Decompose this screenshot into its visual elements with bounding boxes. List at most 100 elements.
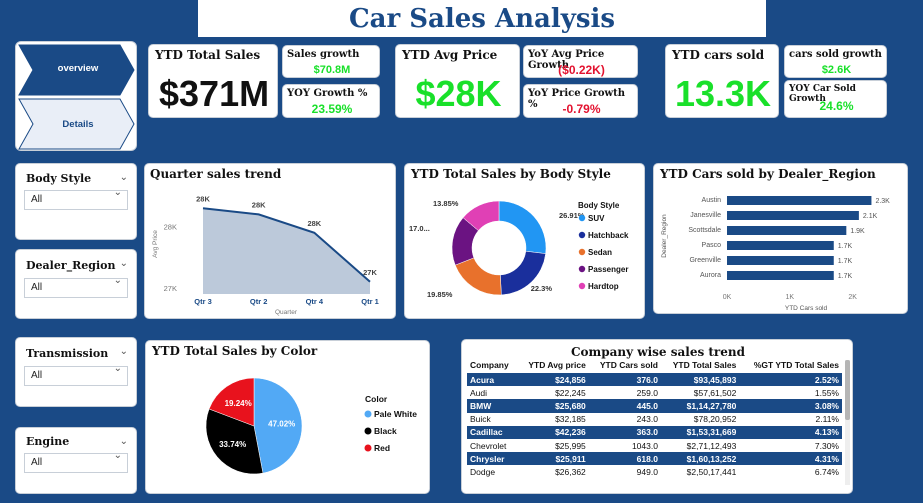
company-table: Company YTD Avg price YTD Cars sold YTD Tot…	[467, 356, 842, 479]
body-style-slicer: Body Style ⌄ All ⌄	[15, 163, 137, 240]
yoy-growth-value: 23.59%	[311, 102, 353, 116]
bodystyle-legend-item[interactable]: Sedan	[588, 248, 612, 257]
yoy-avg-price-value: ($0.22K)	[558, 63, 605, 77]
table-cell: Buick	[467, 412, 518, 426]
dealer-category-label: Scottsdale	[688, 227, 721, 234]
dealer-data-label: 1.7K	[838, 258, 853, 265]
color-chart-card: YTD Total Sales by Color 47.02% 33.74% 19.…	[145, 340, 430, 494]
cars-sold-growth-card: cars sold growth $2.6K	[784, 45, 887, 78]
bodystyle-legend-item[interactable]: SUV	[588, 214, 605, 223]
table-column-header[interactable]: %GT YTD Total Sales	[753, 360, 839, 370]
bodystyle-legend-item[interactable]: Hardtop	[588, 282, 619, 291]
quarter-data-label: 28K	[196, 194, 210, 203]
chevron-down-icon[interactable]: ⌄	[119, 172, 128, 183]
dealer-data-label: 2.3K	[875, 198, 890, 205]
table-column-header[interactable]: YTD Avg price	[528, 360, 586, 370]
ytd-avg-price-card: YTD Avg Price $28K	[395, 44, 520, 118]
table-cell: 1.55%	[739, 386, 842, 400]
company-table-card: Company wise sales trend Company YTD Avg …	[461, 339, 853, 494]
table-column-header[interactable]: YTD Total Sales	[672, 360, 737, 370]
table-row[interactable]: Audi $22,245 259.0 $57,61,502 1.55%	[467, 386, 842, 400]
table-scrollbar-thumb[interactable]	[845, 360, 850, 420]
nav-arrows	[18, 44, 135, 150]
color-chart-title: YTD Total Sales by Color	[152, 344, 318, 358]
chevron-down-icon[interactable]: ⌄	[119, 346, 128, 357]
color-legend-item[interactable]: Black	[374, 426, 397, 436]
dashboard-title: Car Sales Analysis	[348, 3, 616, 34]
table-column-header[interactable]: YTD Cars sold	[599, 360, 658, 370]
chevron-down-icon[interactable]: ⌄	[119, 258, 128, 269]
table-row[interactable]: Dodge $26,362 949.0 $2,50,17,441 6.74%	[467, 465, 842, 479]
table-cell: $32,185	[517, 412, 589, 426]
table-cell: 618.0	[588, 452, 661, 466]
dealer-data-label: 1.9K	[850, 228, 865, 235]
dealer-bar-janesville[interactable]	[727, 211, 859, 220]
bodystyle-legend-item[interactable]: Passenger	[588, 265, 628, 274]
dealer-x-axis-label: YTD Cars sold	[785, 305, 828, 312]
table-row[interactable]: BMW $25,680 445.0 $1,14,27,780 3.08%	[467, 399, 842, 413]
transmission-select[interactable]: All	[24, 366, 128, 386]
dealer-category-label: Aurora	[700, 272, 721, 279]
dealer-data-label: 1.7K	[838, 273, 853, 280]
sales-growth-value: $70.8M	[313, 64, 351, 76]
body-style-slicer-title: Body Style	[26, 172, 92, 185]
ytd-total-sales-title: YTD Total Sales	[155, 48, 261, 62]
quarter-y-tick: 27K	[164, 284, 177, 293]
dealer-region-chart-card: YTD Cars sold by Dealer_Region Austin 2.3…	[653, 163, 908, 314]
quarter-series-line	[202, 207, 371, 283]
yoy-car-sold-value: 24.6%	[819, 99, 854, 113]
table-column-header[interactable]: Company	[470, 360, 509, 370]
table-row[interactable]: Cadillac $42,236 363.0 $1,53,31,669 4.13%	[467, 425, 842, 439]
dealer-bar-aurora[interactable]	[727, 271, 834, 280]
color-slice-pale-white[interactable]	[253, 377, 303, 474]
table-row[interactable]: Acura $24,856 376.0 $93,45,893 2.52%	[467, 373, 842, 387]
table-scrollbar[interactable]	[845, 360, 850, 485]
bodystyle-slice-sedan[interactable]	[454, 257, 502, 296]
color-data-label: 19.24%	[225, 399, 252, 408]
dealer-x-tick: 2K	[848, 294, 857, 301]
color-slice-black[interactable]	[205, 408, 264, 475]
chevron-down-icon[interactable]: ⌄	[119, 436, 128, 447]
dealer-bar-austin[interactable]	[727, 196, 872, 205]
nav-overview-button[interactable]: overview	[57, 63, 99, 74]
dealer-bar-pasco[interactable]	[727, 241, 834, 250]
color-legend-item[interactable]: Pale White	[374, 409, 417, 419]
cars-sold-growth-title: cars sold growth	[789, 49, 882, 60]
dealer-bar-scottsdale[interactable]	[727, 226, 847, 235]
bodystyle-slice-suv[interactable]	[498, 200, 547, 254]
table-row[interactable]: Chrysler $25,911 618.0 $1,60,13,252 4.31%	[467, 452, 842, 466]
body-style-select[interactable]: All	[24, 190, 128, 210]
bodystyle-chart-title: YTD Total Sales by Body Style	[411, 167, 611, 181]
table-row[interactable]: Chevrolet $25,995 1043.0 $2,71,12,493 7.30%	[467, 438, 842, 453]
table-cell: Chevrolet	[467, 438, 518, 453]
table-cell: Chrysler	[467, 452, 518, 466]
nav-details-button[interactable]: Details	[62, 119, 94, 130]
bodystyle-data-label: 13.85%	[433, 199, 459, 208]
table-cell: 363.0	[588, 425, 661, 439]
dealer-category-label: Austin	[702, 197, 722, 204]
quarter-data-label: 27K	[363, 268, 377, 277]
quarter-data-label: 28K	[252, 200, 266, 209]
dealer-y-axis-label: Dealer_Region	[661, 214, 668, 258]
company-table-title: Company wise sales trend	[570, 345, 746, 359]
quarter-chart-svg: 28K 28K 28K 27K Qtr 3 Qtr 2 Qtr 4 Qtr 1 28K 27K Qu…	[152, 194, 379, 316]
quarter-x-tick: Qtr 3	[194, 297, 212, 306]
select-chevron-icon: ⌄	[113, 363, 122, 374]
dealer-region-select[interactable]: All	[24, 278, 128, 298]
legend-dot	[578, 231, 586, 239]
engine-select[interactable]: All	[24, 453, 128, 473]
select-chevron-icon: ⌄	[113, 450, 122, 461]
table-cell: $25,680	[517, 399, 589, 413]
table-cell: $78,20,952	[660, 412, 740, 426]
table-row[interactable]: Buick $32,185 243.0 $78,20,952 2.11%	[467, 412, 842, 426]
color-slice-red[interactable]	[208, 377, 255, 427]
yoy-avg-price-card: YoY Avg Price Growth ($0.22K)	[523, 45, 638, 78]
bodystyle-legend-title: Body Style	[578, 201, 620, 210]
quarter-area-fill	[203, 208, 370, 294]
dealer-bar-greenville[interactable]	[727, 256, 834, 265]
legend-dot	[578, 248, 586, 256]
color-legend-item[interactable]: Red	[374, 443, 390, 453]
bodystyle-slice-hardtop[interactable]	[462, 200, 500, 231]
table-cell: 2.52%	[739, 373, 842, 387]
bodystyle-legend-item[interactable]: Hatchback	[588, 231, 629, 240]
